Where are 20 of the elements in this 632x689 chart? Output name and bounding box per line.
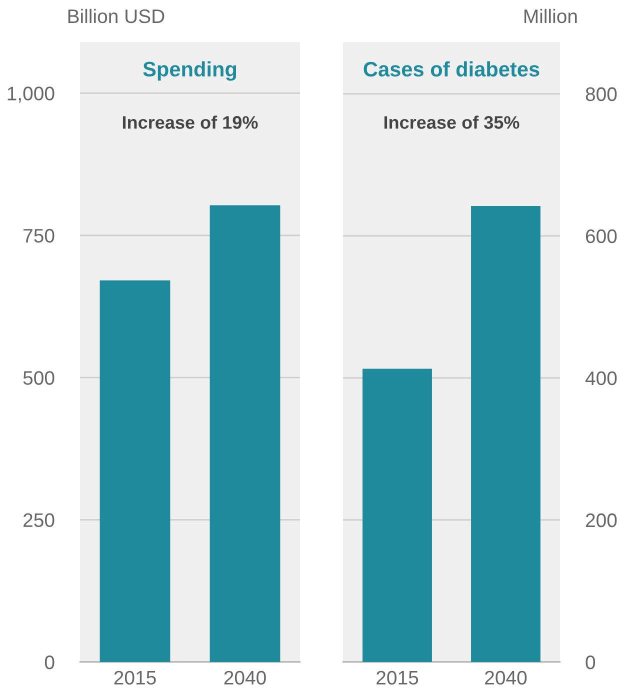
y-tick-label: 0 xyxy=(44,655,54,670)
y-tick-label: 750 xyxy=(24,228,54,243)
y-axis-title: Billion USD xyxy=(68,8,164,24)
y-tick-label: 1,000 xyxy=(8,86,54,103)
annotation: Increase of 35% xyxy=(384,116,520,129)
y2-tick-label: 400 xyxy=(585,371,617,386)
y2-tick-label: 0 xyxy=(586,655,596,670)
x-tick-label: 2015 xyxy=(376,670,418,685)
y-tick-label: 500 xyxy=(23,371,54,385)
y2-tick-label: 600 xyxy=(586,229,617,244)
text: Cases of diabetes xyxy=(364,61,540,77)
x-tick-label: 2015 xyxy=(114,670,156,685)
x-tick-label: 2040 xyxy=(485,670,527,685)
annotation: Increase of 19% xyxy=(122,116,258,129)
y2-tick-label: 800 xyxy=(586,87,617,102)
y-tick-label: 250 xyxy=(24,513,54,528)
x-tick-label: 2040 xyxy=(224,670,266,685)
y2-axis-title: Million xyxy=(524,8,577,24)
text: Spending xyxy=(143,61,236,81)
y2-tick-label: 200 xyxy=(586,513,617,528)
